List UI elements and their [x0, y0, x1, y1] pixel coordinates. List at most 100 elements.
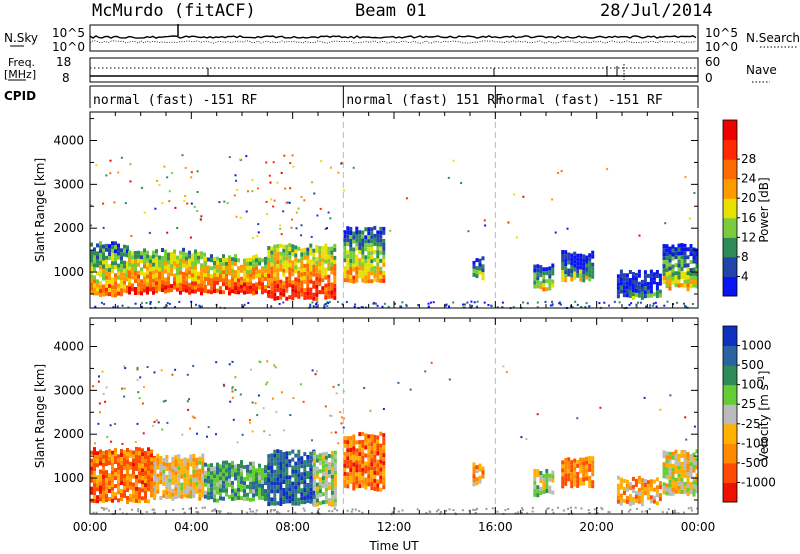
heatmap-cell: [158, 267, 161, 272]
colorbar-tick-label: 500: [741, 358, 764, 372]
heatmap-cell: [231, 484, 234, 489]
heatmap-cell: [640, 482, 644, 487]
heatmap-cell: [542, 482, 546, 486]
heatmap-cell: [152, 262, 155, 267]
heatmap-cell: [382, 461, 386, 466]
heatmap-cell: [180, 462, 184, 467]
ground-scatter-point: [145, 511, 148, 513]
heatmap-cell: [279, 251, 283, 256]
heatmap-cell: [300, 476, 304, 481]
ground-scatter-point: [462, 303, 465, 306]
heatmap-cell: [234, 262, 237, 267]
heatmap-cell: [246, 484, 249, 489]
heatmap-cell: [475, 465, 479, 470]
heatmap-cell: [631, 284, 635, 288]
heatmap-cell: [379, 258, 383, 263]
scatter-point: [551, 198, 554, 201]
scatter-point: [599, 406, 602, 409]
heatmap-cell: [376, 246, 380, 251]
heatmap-cell: [677, 267, 681, 272]
heatmap-cell: [164, 277, 167, 282]
heatmap-cell: [210, 479, 213, 484]
heatmap-cell: [692, 484, 696, 489]
heatmap-cell: [677, 251, 681, 256]
heatmap-cell: [240, 264, 243, 269]
heatmap-cell: [200, 279, 203, 284]
heatmap-cell: [231, 269, 234, 274]
heatmap-cell: [370, 259, 374, 264]
heatmap-cell: [683, 247, 687, 252]
heatmap-cell: [288, 283, 292, 288]
y-tick-label: 3000: [53, 383, 84, 397]
heatmap-cell: [143, 252, 146, 257]
heatmap-cell: [216, 280, 219, 285]
heatmap-cell: [382, 445, 386, 450]
heatmap-cell: [291, 501, 295, 506]
heatmap-cell: [315, 482, 319, 487]
scatter-point: [163, 165, 166, 168]
ground-scatter-point: [690, 506, 693, 509]
heatmap-cell: [358, 258, 362, 263]
scatter-point: [196, 432, 198, 435]
heatmap-cell: [346, 274, 350, 279]
heatmap-cell: [333, 247, 337, 252]
heatmap-cell: [231, 277, 234, 282]
heatmap-cell: [200, 287, 203, 292]
heatmap-cell: [273, 481, 277, 486]
heatmap-cell: [150, 449, 153, 454]
heatmap-cell: [475, 481, 479, 486]
heatmap-cell: [631, 488, 635, 493]
heatmap-cell: [258, 491, 261, 496]
heatmap-cell: [90, 250, 93, 255]
heatmap-cell: [539, 471, 543, 475]
heatmap-cell: [147, 455, 150, 460]
heatmap-cell: [261, 480, 264, 484]
heatmap-cell: [662, 256, 666, 261]
heatmap-cell: [649, 495, 653, 500]
heatmap-cell: [631, 276, 635, 280]
heatmap-cell: [228, 482, 231, 487]
heatmap-cell: [93, 491, 96, 496]
heatmap-cell: [315, 268, 319, 273]
scatter-point: [245, 155, 248, 158]
heatmap-cell: [551, 283, 555, 288]
heatmap-cell: [309, 467, 313, 472]
heatmap-cell: [677, 247, 681, 252]
heatmap-cell: [358, 270, 362, 275]
heatmap-cell: [582, 473, 586, 478]
heatmap-cell: [318, 274, 322, 279]
heatmap-cell: [252, 271, 255, 276]
heatmap-cell: [324, 479, 328, 484]
heatmap-cell: [207, 273, 210, 278]
heatmap-cell: [349, 456, 353, 460]
heatmap-cell: [297, 270, 301, 275]
heatmap-cell: [312, 454, 316, 459]
heatmap-cell: [376, 242, 380, 247]
heatmap-cell: [655, 290, 659, 294]
heatmap-cell: [358, 480, 362, 485]
heatmap-cell: [306, 491, 310, 495]
heatmap-cell: [207, 281, 210, 286]
heatmap-cell: [671, 471, 675, 476]
heatmap-cell: [668, 282, 672, 287]
heatmap-cell: [306, 247, 310, 252]
heatmap-cell: [373, 478, 377, 483]
ground-scatter-point: [637, 301, 639, 304]
heatmap-cell: [692, 279, 696, 284]
heatmap-cell: [138, 451, 141, 456]
heatmap-cell: [640, 287, 644, 292]
scatter-point: [289, 187, 292, 190]
heatmap-cell: [177, 474, 181, 479]
heatmap-cell: [243, 497, 246, 502]
heatmap-cell: [264, 256, 267, 261]
heatmap-cell: [191, 281, 194, 286]
heatmap-cell: [355, 226, 359, 231]
heatmap-cell: [481, 470, 485, 475]
heatmap-cell: [333, 450, 337, 455]
heatmap-cell: [282, 248, 286, 253]
heatmap-cell: [309, 279, 313, 284]
heatmap-cell: [282, 456, 286, 460]
scatter-point: [199, 218, 202, 221]
heatmap-cell: [164, 265, 167, 270]
heatmap-cell: [108, 244, 111, 249]
